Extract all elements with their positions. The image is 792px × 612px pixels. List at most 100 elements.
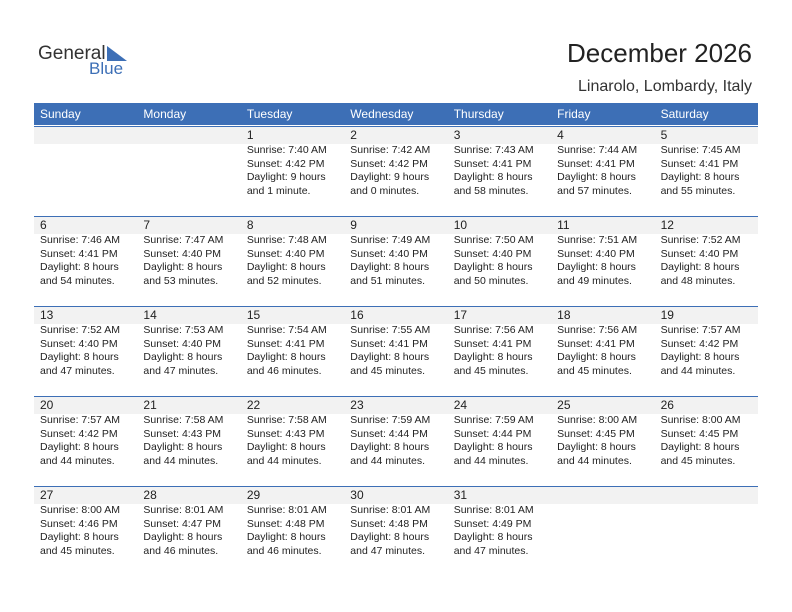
day-number-row — [34, 126, 758, 144]
day-info: Sunrise: 7:43 AM — [453, 144, 534, 156]
day-info: Sunrise: 7:58 AM — [246, 414, 327, 426]
day-info: and 58 minutes. — [453, 184, 529, 197]
day-info: Daylight: 8 hours — [350, 351, 430, 363]
day-info: Daylight: 8 hours — [557, 261, 636, 273]
day-number: 3 — [453, 128, 461, 142]
day-info: Sunrise: 7:40 AM — [246, 144, 327, 156]
day-info: Sunset: 4:40 PM — [350, 247, 428, 260]
day-info: Daylight: 8 hours — [143, 531, 223, 543]
day-info: Sunrise: 7:56 AM — [557, 324, 638, 336]
day-number-row — [34, 486, 758, 504]
day-info: Sunset: 4:43 PM — [143, 427, 222, 440]
day-number-row — [34, 216, 758, 234]
day-info: and 45 minutes. — [350, 364, 425, 377]
day-info: Sunrise: 7:55 AM — [350, 324, 431, 336]
day-info: and 52 minutes. — [246, 274, 322, 287]
day-info: Sunset: 4:45 PM — [557, 427, 635, 440]
day-info: and 45 minutes. — [660, 454, 736, 467]
weekday-label: Wednesday — [350, 107, 414, 121]
day-info: and 48 minutes. — [660, 274, 736, 287]
day-info: Sunset: 4:40 PM — [246, 247, 325, 260]
logo-icon — [107, 46, 127, 61]
day-number: 31 — [453, 488, 468, 502]
day-number: 22 — [246, 398, 261, 412]
day-info: Sunrise: 7:47 AM — [143, 234, 224, 246]
day-info: Daylight: 8 hours — [453, 351, 533, 363]
day-info: Sunset: 4:40 PM — [453, 247, 532, 260]
day-info: Sunset: 4:45 PM — [660, 427, 739, 440]
day-info: and 44 minutes. — [40, 454, 115, 467]
day-info: Daylight: 8 hours — [246, 441, 326, 453]
day-number: 19 — [660, 308, 674, 322]
day-info: Sunrise: 8:01 AM — [453, 504, 534, 516]
day-number: 30 — [350, 488, 364, 502]
day-info: Sunset: 4:41 PM — [350, 337, 428, 350]
day-number: 18 — [557, 308, 571, 322]
day-info: and 0 minutes. — [350, 184, 420, 197]
day-number: 24 — [453, 398, 468, 412]
day-info: Sunrise: 8:00 AM — [40, 504, 120, 516]
day-info: and 44 minutes. — [660, 364, 736, 377]
day-info: Daylight: 8 hours — [660, 441, 740, 453]
day-number: 17 — [453, 308, 468, 322]
day-info: and 47 minutes. — [143, 364, 219, 377]
weekday-label: Saturday — [660, 107, 709, 121]
day-info: Sunset: 4:41 PM — [40, 247, 118, 260]
day-info: Sunrise: 7:58 AM — [143, 414, 224, 426]
weekday-label: Thursday — [453, 107, 504, 121]
day-info: and 49 minutes. — [557, 274, 632, 287]
logo-general: General — [38, 43, 106, 64]
day-number: 26 — [660, 398, 674, 412]
day-info: Sunrise: 7:50 AM — [453, 234, 534, 246]
day-info: and 45 minutes. — [557, 364, 632, 377]
day-info: Sunrise: 8:01 AM — [143, 504, 224, 516]
weekday-label: Sunday — [40, 107, 81, 121]
day-number: 29 — [246, 488, 261, 502]
day-info: Daylight: 8 hours — [143, 351, 223, 363]
day-info: Sunset: 4:41 PM — [246, 337, 325, 350]
weekday-label: Tuesday — [246, 107, 293, 121]
day-info: Sunset: 4:49 PM — [453, 517, 532, 530]
day-info: Sunrise: 7:51 AM — [557, 234, 638, 246]
day-info: Daylight: 8 hours — [557, 171, 636, 183]
day-info: Sunset: 4:42 PM — [350, 157, 428, 170]
day-info: and 47 minutes. — [350, 544, 425, 557]
day-number: 25 — [557, 398, 571, 412]
day-info: Daylight: 9 hours — [246, 171, 326, 183]
day-info: Sunset: 4:46 PM — [40, 517, 118, 530]
day-number: 6 — [40, 218, 47, 232]
day-info: and 57 minutes. — [557, 184, 632, 197]
day-info: Sunrise: 7:45 AM — [660, 144, 741, 156]
day-number: 10 — [453, 218, 468, 232]
day-info: Sunrise: 7:46 AM — [40, 234, 120, 246]
day-number: 28 — [143, 488, 157, 502]
day-info: and 44 minutes. — [246, 454, 322, 467]
day-info: Daylight: 8 hours — [350, 441, 430, 453]
day-info: Sunset: 4:41 PM — [453, 157, 532, 170]
day-number: 21 — [143, 398, 157, 412]
day-info: Daylight: 8 hours — [40, 351, 119, 363]
day-info: Daylight: 8 hours — [557, 351, 636, 363]
day-info: Sunset: 4:48 PM — [246, 517, 325, 530]
day-info: Sunset: 4:41 PM — [557, 337, 635, 350]
day-info: Sunset: 4:42 PM — [660, 337, 739, 350]
day-info: and 55 minutes. — [660, 184, 736, 197]
day-info: Sunrise: 8:00 AM — [557, 414, 638, 426]
day-info: Sunset: 4:41 PM — [660, 157, 739, 170]
day-info: Daylight: 8 hours — [40, 261, 119, 273]
day-info: Sunrise: 7:48 AM — [246, 234, 327, 246]
day-info: Sunset: 4:44 PM — [453, 427, 532, 440]
subtitle: Linarolo, Lombardy, Italy — [577, 78, 752, 95]
day-info: Sunrise: 7:54 AM — [246, 324, 327, 336]
day-info: Sunrise: 7:59 AM — [453, 414, 534, 426]
day-info: Daylight: 8 hours — [246, 351, 326, 363]
day-info: and 47 minutes. — [453, 544, 529, 557]
day-info: Sunrise: 7:42 AM — [350, 144, 431, 156]
day-info: Sunset: 4:44 PM — [350, 427, 428, 440]
day-info: Sunrise: 7:49 AM — [350, 234, 431, 246]
day-info: Daylight: 8 hours — [453, 531, 533, 543]
day-info: and 50 minutes. — [453, 274, 529, 287]
day-number: 15 — [246, 308, 261, 322]
day-info: Daylight: 9 hours — [350, 171, 430, 183]
day-info: Daylight: 8 hours — [246, 531, 326, 543]
